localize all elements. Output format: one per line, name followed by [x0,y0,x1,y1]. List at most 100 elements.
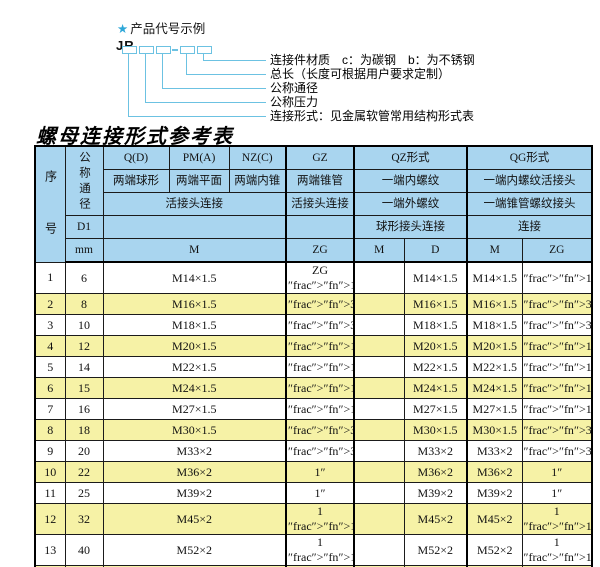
table-row: 28M16×1.5″frac″>″fn″>3″fd″>8″M16×1.5M16×… [34,293,593,315]
cell-qg_zg: 1 ″frac″>″fn″>1″fd″>4″ [521,503,593,535]
cell-qz_d: M24×1.5 [403,377,468,399]
star-icon: ★ [117,22,129,36]
cell-qg_zg: ″frac″>″fn″>1″fd″>2″ [521,335,593,357]
header-pm-desc: 两端平面 [168,169,230,193]
cell-qz_m [353,419,405,441]
header-qg-desc3: 连接 [466,215,593,239]
cell-qz_d: M33×2 [403,440,468,462]
header-col-qg: QG形式 [466,145,593,170]
cell-qg_m: M20×1.5 [466,335,523,357]
cell-zg: ″frac″>″fn″>1″fd″>2″ [285,398,355,420]
cell-qz_m [353,461,405,483]
header-xuhao-text: 序号 [43,169,58,262]
connector-line [203,53,204,61]
cell-qg_zg: ″frac″>″fn″>1″fd″>2″ [521,398,593,420]
cell-m: M18×1.5 [102,314,287,336]
cell-qz_d: M16×1.5 [403,293,468,315]
cell-qg_m: M22×1.5 [466,356,523,378]
cell-m: M33×2 [102,440,287,462]
table-row: 716M27×1.5″frac″>″fn″>1″fd″>2″M27×1.5M27… [34,398,593,420]
cell-no: 4 [34,335,66,357]
cell-qz_d: M18×1.5 [403,314,468,336]
header-blank-gz [285,215,355,239]
cell-qz_m [353,335,405,357]
connector-line [203,60,266,61]
cell-zg: ″frac″>″fn″>3″fd″>8″ [285,293,355,315]
cell-qz_m [353,377,405,399]
cell-dn: 16 [64,398,104,420]
table-title: 螺母连接形式参考表 [36,126,234,148]
cell-qz_d: M22×1.5 [403,356,468,378]
header-gz-conn: 活接头连接 [285,192,355,216]
cell-dn: 22 [64,461,104,483]
cell-dn: 32 [64,503,104,535]
header-union-conn: 活接头连接 [102,192,287,216]
cell-qg_zg: ″frac″>″fn″>3″fd″>8″ [521,314,593,336]
connector-line [145,53,146,103]
cell-m: M14×1.5 [102,261,287,294]
code-box-5 [197,46,212,54]
cell-zg: ″frac″>″fn″>3″fd″>8″ [285,314,355,336]
cell-no: 5 [34,356,66,378]
cell-qz_d: M36×2 [403,461,468,483]
header-qz-desc2: 一端外螺纹 [353,192,468,216]
cell-dn: 10 [64,314,104,336]
cell-zg: ″frac″>″fn″>1″fd″>2″ [285,377,355,399]
header-d1: D1 [64,215,104,239]
table-row: 615M24×1.5″frac″>″fn″>1″fd″>2″M24×1.5M24… [34,377,593,399]
cell-no: 3 [34,314,66,336]
cell-qg_m: M18×1.5 [466,314,523,336]
connector-line [128,53,129,117]
header-tongjing: 公称通径 [64,145,104,216]
connector-line [186,74,266,75]
cell-m: M30×1.5 [102,419,287,441]
code-box-3 [156,46,171,54]
cell-dn: 6 [64,261,104,294]
header-xuhao: 序号 [34,145,66,263]
cell-qz_m [353,534,405,566]
cell-qg_zg: ″frac″>″fn″>3″fd″>4″ [521,440,593,462]
cell-no: 7 [34,398,66,420]
cell-m: M45×2 [102,503,287,535]
cell-no: 10 [34,461,66,483]
header-mm: mm [64,238,104,263]
cell-no: 11 [34,482,66,504]
cell-qz_m [353,482,405,504]
header-qg-zg-label: ZG [521,238,593,263]
header-qg-desc2: 一端锥管螺纹接头 [466,192,593,216]
header-nz-desc: 两端内锥 [228,169,287,193]
header-gz-desc: 两端锥管 [285,169,355,193]
cell-m: M52×2 [102,534,287,566]
table-row: 514M22×1.5″frac″>″fn″>1″fd″>2″M22×1.5M22… [34,356,593,378]
header-col-q: Q(D) [102,145,170,170]
code-dash [172,49,178,51]
cell-qz_d: M30×1.5 [403,419,468,441]
cell-zg: ″frac″>″fn″>3″fd″>4″ [285,419,355,441]
cell-qz_d: M52×2 [403,534,468,566]
table-row: 412M20×1.5″frac″>″fn″>1″fd″>2″M20×1.5M20… [34,335,593,357]
cell-qg_m: M39×2 [466,482,523,504]
cell-dn: 8 [64,293,104,315]
cell-qz_m [353,356,405,378]
cell-qg_zg: 1″ [521,482,593,504]
code-label-material: 连接件材质 c：为碳钢 b：为不锈钢 [270,53,475,67]
code-label-connection: 连接形式：见金属软管常用结构形式表 [270,109,475,123]
cell-qg_m: M24×1.5 [466,377,523,399]
cell-m: M39×2 [102,482,287,504]
cell-qg_m: M36×2 [466,461,523,483]
cell-qg_m: M14×1.5 [466,261,523,294]
connector-line [128,116,266,117]
cell-qg_m: M27×1.5 [466,398,523,420]
product-code-heading-text: 产品代号示例 [130,22,206,36]
cell-qz_d: M45×2 [403,503,468,535]
header-tongjing-text: 公称通径 [78,151,91,214]
cell-qg_zg: ″frac″>″fn″>1″fd″>2″ [521,356,593,378]
header-q-desc: 两端球形 [102,169,170,193]
cell-qz_d: M20×1.5 [403,335,468,357]
code-label-length: 总长（长度可根据用户要求定制） [270,67,451,81]
reference-table: 序号 公称通径 Q(D) PM(A) NZ(C) GZ QZ形式 QG形式 两端… [34,145,593,567]
header-m-label: M [102,238,287,263]
